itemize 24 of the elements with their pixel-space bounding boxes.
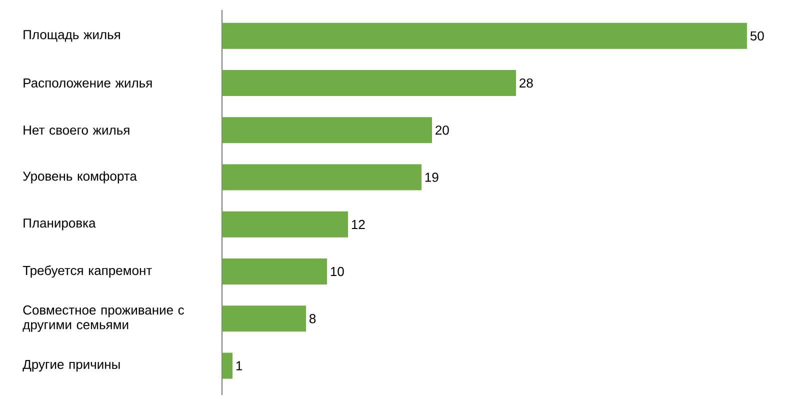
bar xyxy=(222,164,422,190)
data-label: 8 xyxy=(310,314,316,324)
data-label: 10 xyxy=(330,266,344,276)
data-label: 28 xyxy=(520,78,533,88)
data-label: 12 xyxy=(352,220,365,229)
y-tick-label: Расположение жилья xyxy=(24,78,152,88)
data-label: 19 xyxy=(425,172,438,182)
y-tick-label: Совместное проживание с другими семьями xyxy=(22,305,184,332)
data-label: 50 xyxy=(750,31,764,41)
bar xyxy=(222,211,348,238)
bar xyxy=(222,117,432,144)
data-label: 20 xyxy=(436,126,449,135)
y-tick-label: Требуется капремонт xyxy=(22,265,152,278)
bar xyxy=(222,258,327,285)
y-tick-label: Уровень комфорта xyxy=(22,171,137,184)
bar xyxy=(222,22,747,49)
y-tick-label: Площадь жилья xyxy=(24,30,120,42)
y-tick-label: Планировка xyxy=(24,218,96,230)
bar xyxy=(222,70,516,96)
y-tick-label: Другие причины xyxy=(22,360,120,372)
bar xyxy=(222,352,233,379)
bar xyxy=(222,306,306,332)
y-tick-label: Нет своего жилья xyxy=(24,126,130,135)
data-label: 1 xyxy=(236,361,242,370)
